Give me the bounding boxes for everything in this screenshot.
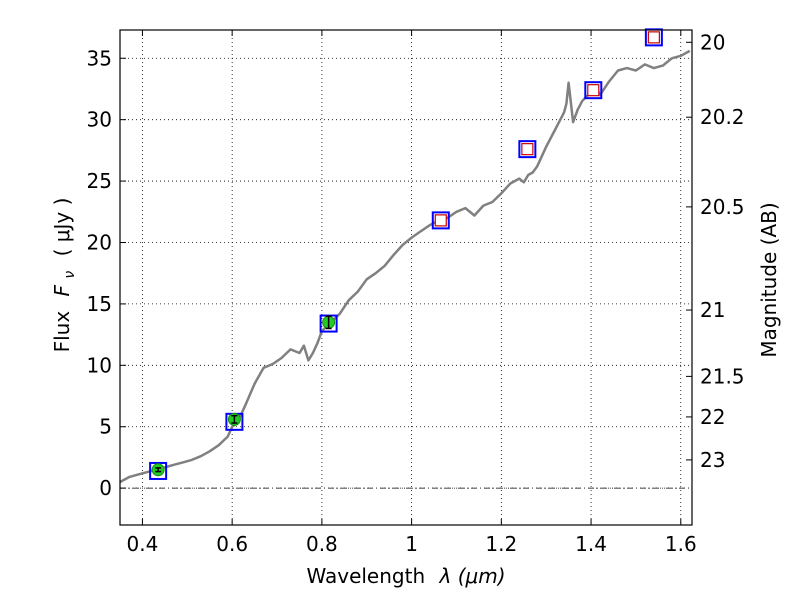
y-axis-title-subscript: ν — [62, 271, 78, 279]
y2-tick-label: 23 — [700, 448, 725, 472]
y2-tick-label: 21.5 — [700, 364, 745, 388]
y-axis-title-text: Flux — [50, 311, 74, 353]
x-axis-title-unit: λ (μm) — [439, 564, 506, 588]
y-tick-label: 10 — [87, 353, 112, 377]
x-tick-label: 0.8 — [306, 532, 338, 556]
y-tick-label: 15 — [87, 292, 112, 316]
y-tick-label: 30 — [87, 108, 112, 132]
photometry-inner-box — [521, 143, 534, 156]
y-axis-title: Flux F ν ( μJy ) — [50, 198, 79, 353]
y-tick-label: 35 — [87, 46, 112, 70]
y2-tick-label: 22 — [700, 405, 725, 429]
x-tick-label: 1.4 — [575, 532, 607, 556]
y-axis-title-symbol: F — [50, 284, 74, 296]
x-tick-label: 1.2 — [485, 532, 517, 556]
series-layer — [119, 28, 691, 484]
grid-layer — [120, 30, 692, 525]
x-tick-label: 0.6 — [216, 532, 248, 556]
photometry-box — [518, 140, 537, 159]
y-axis-title-unit: ( μJy ) — [50, 198, 74, 257]
y2-tick-label: 20.2 — [700, 105, 745, 129]
x-tick-label: 1.6 — [665, 532, 697, 556]
photometry-box — [431, 211, 450, 230]
photometry-box — [644, 28, 663, 47]
y-tick-label: 0 — [99, 476, 112, 500]
x-axis-title-text: Wavelength — [306, 564, 425, 588]
x-tick-label: 1 — [405, 532, 418, 556]
y2-tick-label: 20 — [700, 30, 725, 54]
photometry-inner-box — [434, 214, 447, 227]
y2-tick-label: 20.5 — [700, 195, 745, 219]
photometry-box — [584, 81, 603, 100]
right-axis-title: Magnitude (AB) — [757, 202, 781, 357]
axis-layer: 0.4 0.6 0.8 1 1.2 1.4 1.6 0 5 10 15 20 25 30 35 20 20.2 2… — [87, 29, 745, 556]
photometry-inner-box — [647, 31, 660, 44]
y-tick-label: 20 — [87, 230, 112, 254]
spectrum-line — [119, 49, 691, 484]
x-tick-label: 0.4 — [127, 532, 159, 556]
photometry-inner-box — [587, 84, 600, 97]
photometry-box — [149, 461, 168, 480]
plot-frame — [119, 29, 693, 526]
x-axis-title: Wavelength λ (μm) — [306, 564, 505, 588]
y-tick-label: 25 — [87, 169, 112, 193]
y-tick-label: 5 — [99, 415, 112, 439]
y2-tick-label: 21 — [700, 298, 725, 322]
